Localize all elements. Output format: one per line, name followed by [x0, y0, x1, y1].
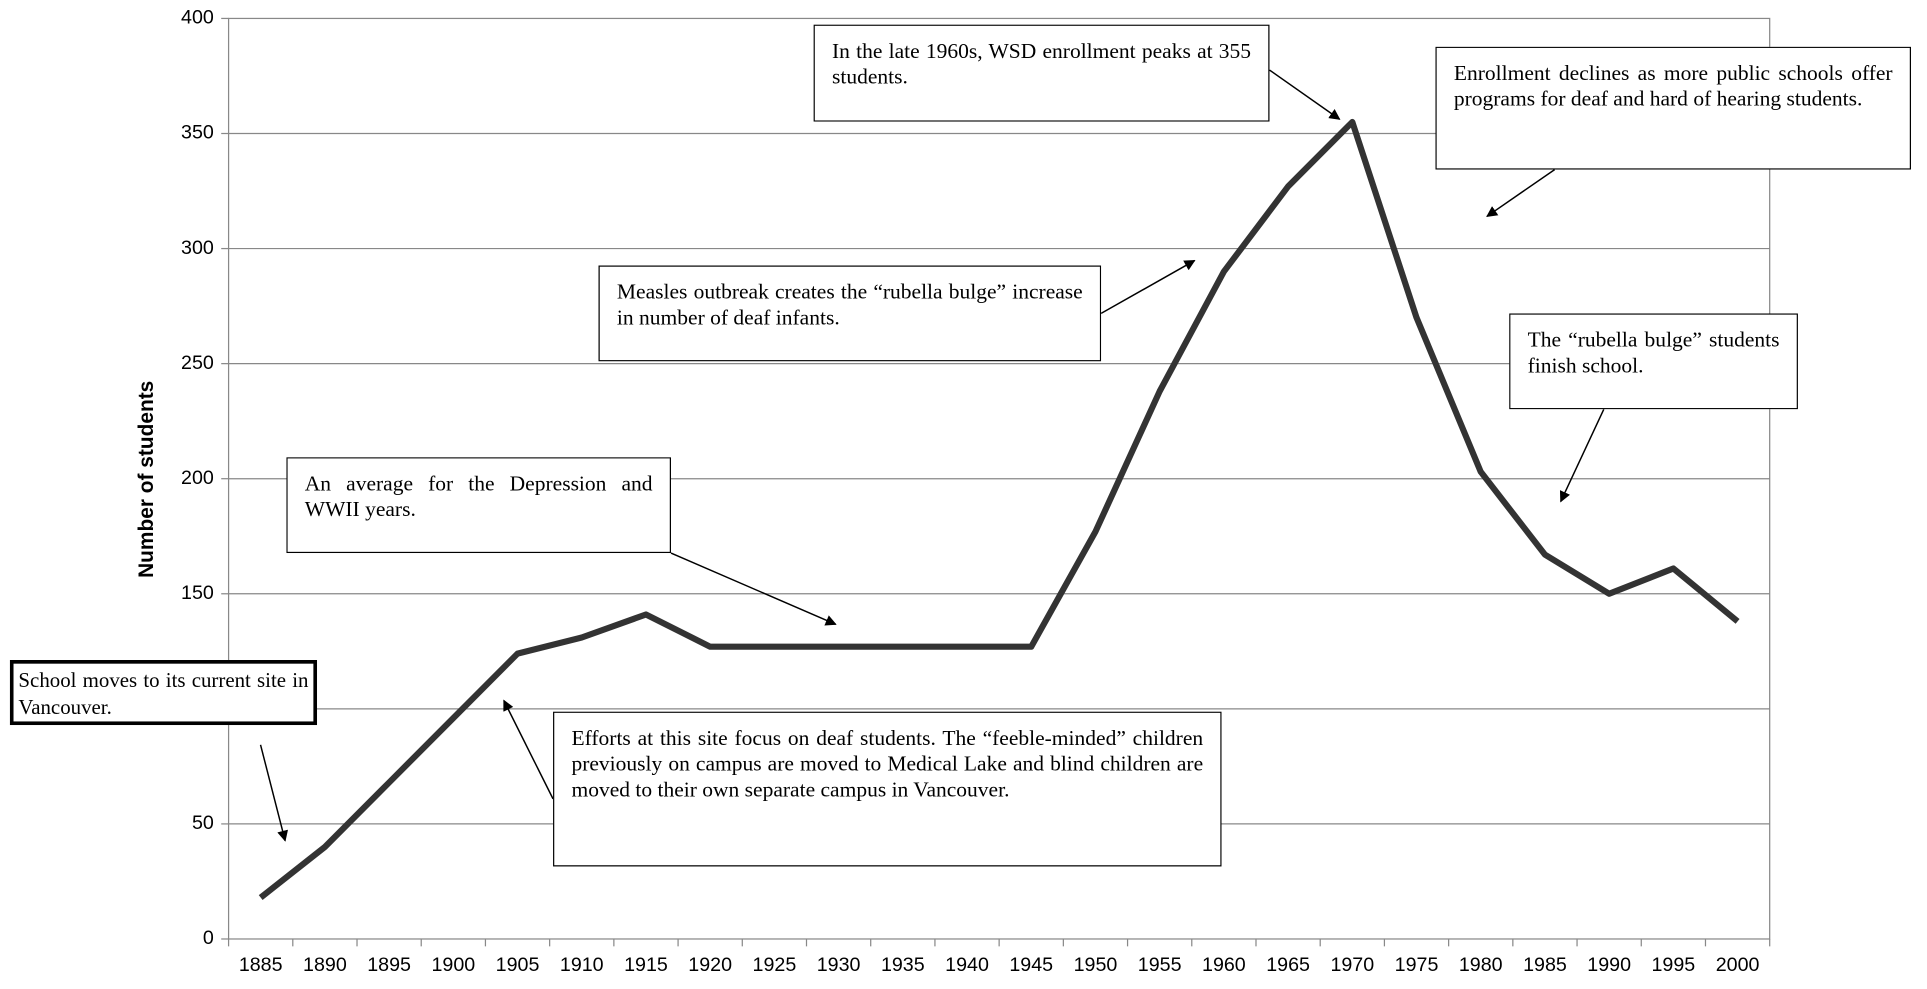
annotation-box: The “rubella bulge” students finish scho… — [1509, 313, 1798, 410]
x-tick-label: 1965 — [1266, 954, 1310, 976]
annotation-text: Measles outbreak creates the “rubella bu… — [598, 265, 1102, 362]
annotation-text: In the late 1960s, WSD enrollment peaks … — [813, 24, 1270, 122]
annotation-text: The “rubella bulge” students finish scho… — [1509, 313, 1798, 410]
annotation-text: Enrollment declines as more public schoo… — [1435, 46, 1912, 170]
x-tick-label: 1990 — [1587, 954, 1631, 976]
y-tick-label: 150 — [181, 582, 214, 604]
annotation-arrow — [1269, 69, 1341, 120]
x-tick-label: 1895 — [367, 954, 411, 976]
x-tick-label: 1995 — [1652, 954, 1696, 976]
annotation-arrow — [1100, 259, 1196, 315]
annotation-arrow — [1486, 168, 1556, 217]
x-tick-label: 1885 — [239, 954, 283, 976]
x-tick-label: 1930 — [817, 954, 861, 976]
x-tick-label: 1925 — [753, 954, 797, 976]
x-tick-label: 1940 — [945, 954, 989, 976]
y-tick-label: 350 — [181, 122, 214, 144]
annotation-box: An average for the Depression and WWII y… — [286, 457, 672, 554]
x-tick-label: 1960 — [1202, 954, 1246, 976]
x-tick-label: 1950 — [1074, 954, 1118, 976]
x-tick-label: 1920 — [688, 954, 732, 976]
y-tick-label: 300 — [181, 237, 214, 259]
x-tick-label: 2000 — [1716, 954, 1760, 976]
annotation-box: Enrollment declines as more public schoo… — [1435, 46, 1912, 170]
y-tick-label: 200 — [181, 467, 214, 489]
x-tick-label: 1970 — [1330, 954, 1374, 976]
x-tick-label: 1900 — [431, 954, 475, 976]
annotation-box: School moves to its current site in Vanc… — [9, 659, 318, 726]
x-tick-label: 1935 — [881, 954, 925, 976]
annotation-arrow — [670, 552, 837, 626]
x-tick-label: 1985 — [1523, 954, 1567, 976]
y-axis-label: Number of students — [135, 381, 158, 578]
x-tick-label: 1980 — [1459, 954, 1503, 976]
annotation-arrow — [503, 699, 554, 800]
annotation-text: Efforts at this site focus on deaf stude… — [553, 711, 1222, 867]
annotation-text: School moves to its current site in Vanc… — [9, 659, 318, 726]
y-tick-label: 0 — [203, 927, 214, 949]
x-tick-label: 1890 — [303, 954, 347, 976]
annotation-box: Efforts at this site focus on deaf stude… — [553, 711, 1222, 867]
x-tick-label: 1955 — [1138, 954, 1182, 976]
y-tick-label: 250 — [181, 352, 214, 374]
y-tick-label: 50 — [192, 812, 214, 834]
x-tick-label: 1905 — [496, 954, 540, 976]
x-tick-label: 1975 — [1395, 954, 1439, 976]
annotation-arrow — [259, 744, 289, 842]
annotation-text: An average for the Depression and WWII y… — [286, 457, 672, 554]
annotation-box: Measles outbreak creates the “rubella bu… — [598, 265, 1102, 362]
annotation-arrow — [1559, 408, 1605, 503]
annotation-box: In the late 1960s, WSD enrollment peaks … — [813, 24, 1270, 122]
x-tick-label: 1915 — [624, 954, 668, 976]
y-tick-label: 400 — [181, 7, 214, 29]
data-line — [258, 118, 1740, 900]
x-tick-label: 1945 — [1009, 954, 1053, 976]
x-tick-label: 1910 — [560, 954, 604, 976]
